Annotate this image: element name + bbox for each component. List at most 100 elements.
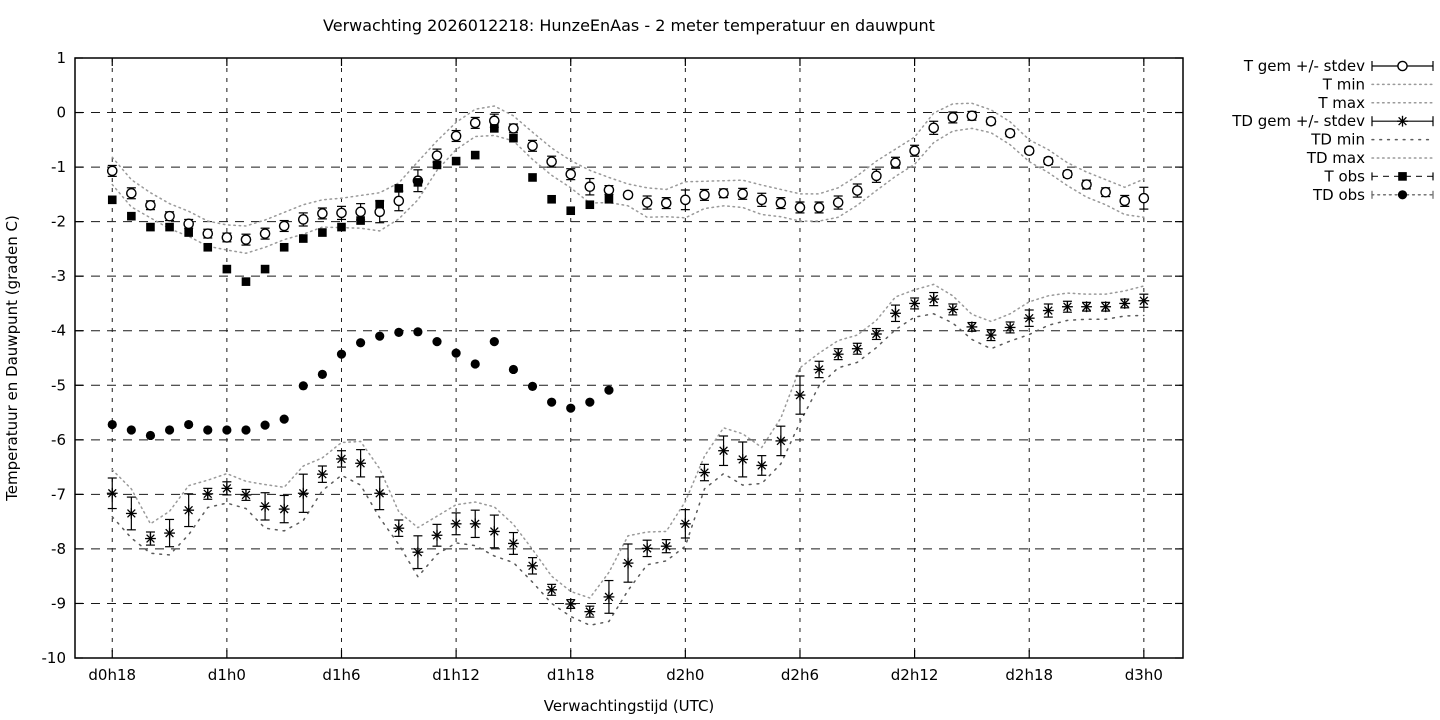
td-gem-asterisk-marker [241, 490, 251, 500]
t-gem-circle-marker [737, 188, 748, 200]
td-gem-asterisk-marker [1043, 306, 1053, 315]
t-obs-square-marker [260, 264, 270, 274]
td-gem-asterisk-marker [279, 504, 289, 514]
td-gem-asterisk-marker [719, 446, 728, 456]
t-gem-circle-marker [1043, 155, 1054, 167]
t-gem-circle-marker [1081, 179, 1092, 190]
t-gem-circle-marker [871, 170, 882, 182]
td-gem-asterisk-marker [489, 527, 499, 536]
legend-sample-square [1398, 172, 1407, 181]
t-gem-circle-marker [145, 199, 156, 211]
x-axis-label: Verwachtingstijd (UTC) [544, 697, 715, 715]
t-max-line [111, 102, 1145, 227]
t-obs-square-marker [451, 156, 461, 166]
y-tick-label: -9 [51, 594, 66, 612]
td-gem-asterisk-marker [1101, 302, 1110, 312]
td-obs-dot-marker [126, 425, 136, 435]
td-obs-dot-marker [279, 414, 289, 424]
td-gem-asterisk-marker [107, 488, 117, 498]
td-gem-asterisk-marker [146, 534, 155, 543]
x-tick-label: d0h18 [88, 666, 136, 684]
td-gem-asterisk-marker [318, 469, 327, 479]
t-obs-square-marker [203, 242, 213, 252]
t-gem-circle-marker [183, 218, 194, 230]
td-gem-asterisk-marker [757, 461, 767, 470]
td-obs-dot-marker [241, 425, 251, 435]
t-obs-square-marker [528, 173, 537, 182]
td-gem-asterisk-marker [700, 468, 709, 477]
td-gem-asterisk-marker [451, 519, 461, 529]
t-gem-circle-marker [641, 197, 653, 208]
td-obs-dot-marker [432, 337, 442, 347]
y-tick-label: -2 [51, 213, 66, 231]
t-gem-circle-marker [450, 130, 462, 142]
t-obs-square-marker [298, 234, 308, 243]
legend-label: TD max [1306, 149, 1365, 167]
y-tick-label: -1 [51, 158, 66, 176]
t-gem-circle-marker [431, 150, 443, 161]
x-tick-label: d2h12 [891, 666, 939, 684]
t-obs-square-marker [375, 199, 384, 209]
legend-entry-td-min: TD min [1310, 131, 1434, 149]
legend-entry-td-obs: TD obs [1312, 186, 1434, 204]
t-gem-circle-marker [584, 181, 596, 193]
td-gem-asterisk-marker [814, 365, 824, 374]
td-gem-asterisk-marker [413, 547, 423, 557]
td-gem-asterisk-marker [642, 544, 652, 553]
x-tick-label: d2h0 [666, 666, 704, 684]
td-gem-asterisk-marker [375, 488, 385, 498]
legend-label: T gem +/- stdev [1243, 57, 1365, 75]
legend-entry-t-gem-stdev: T gem +/- stdev [1243, 57, 1434, 75]
legend-label: TD min [1310, 131, 1365, 149]
series-t-gem [106, 110, 1150, 246]
td-obs-dot-marker [394, 327, 404, 337]
td-gem-asterisk-marker [661, 541, 671, 551]
td-gem-asterisk-marker [528, 561, 537, 571]
td-gem-asterisk-marker [891, 308, 900, 318]
td-obs-dot-marker [470, 359, 480, 369]
td-obs-dot-marker [527, 381, 538, 391]
t-gem-circle-marker [603, 184, 615, 196]
td-gem-asterisk-marker [470, 519, 480, 529]
td-max-line [111, 283, 1145, 599]
td-obs-dot-marker [508, 364, 519, 375]
series-td-obs [107, 327, 614, 441]
y-axis-label: Temperatuur en Dauwpunt (graden C) [3, 215, 21, 502]
t-obs-square-marker [413, 178, 423, 187]
td-obs-dot-marker [107, 419, 117, 430]
t-gem-circle-marker [374, 206, 386, 218]
t-gem-circle-marker [985, 115, 997, 127]
t-gem-circle-marker [947, 112, 959, 123]
td-obs-dot-marker [298, 381, 308, 391]
y-tick-label: -3 [51, 267, 66, 285]
td-gem-asterisk-marker [852, 344, 862, 354]
td-obs-dot-marker [604, 385, 614, 395]
t-gem-circle-marker [355, 206, 366, 218]
td-gem-asterisk-marker [604, 592, 614, 602]
t-obs-square-marker [490, 124, 499, 133]
td-gem-asterisk-marker [356, 458, 365, 468]
td-obs-dot-marker [164, 425, 175, 435]
t-gem-circle-marker [164, 210, 175, 222]
t-gem-circle-marker [966, 110, 978, 122]
t-obs-square-marker [604, 194, 614, 204]
y-tick-label: -7 [51, 485, 66, 503]
td-gem-asterisk-marker [432, 530, 442, 540]
y-tick-label: -10 [42, 649, 67, 667]
td-gem-asterisk-marker [1005, 323, 1015, 332]
td-obs-dot-marker [375, 331, 385, 341]
td-gem-asterisk-marker [260, 502, 270, 511]
axis-labels: Verwachting 2026012218: HunzeEnAas - 2 m… [3, 16, 1163, 715]
t-gem-circle-marker [890, 157, 901, 169]
legend-label: TD obs [1312, 186, 1365, 204]
td-gem-asterisk-marker [509, 539, 518, 548]
t-obs-square-marker [222, 264, 232, 274]
t-gem-circle-marker [202, 228, 214, 239]
td-obs-dot-marker [566, 403, 576, 413]
t-obs-square-marker [356, 216, 365, 225]
td-obs-dot-marker [547, 397, 557, 407]
y-tick-label: -6 [51, 431, 66, 449]
td-gem-asterisk-marker [184, 505, 194, 515]
td-gem-asterisk-marker [394, 523, 404, 533]
